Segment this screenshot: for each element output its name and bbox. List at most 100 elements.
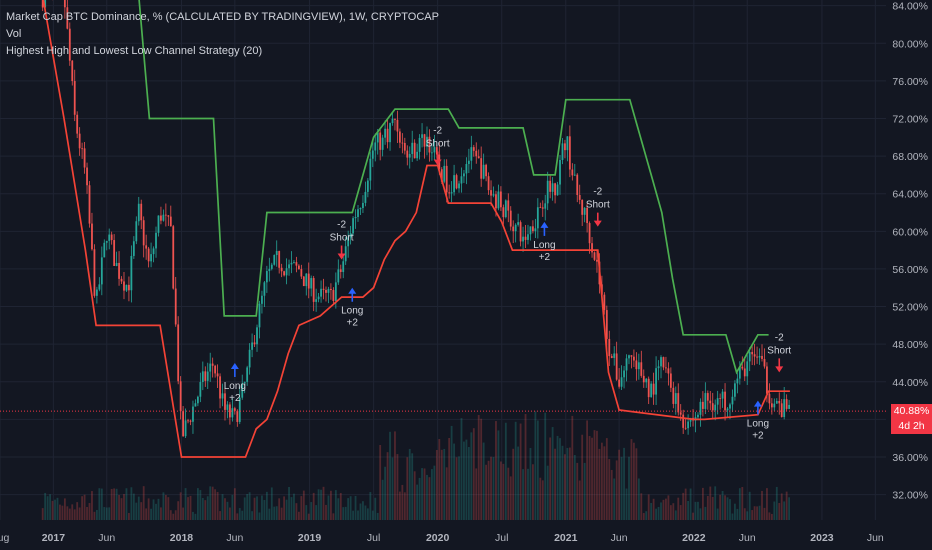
volume-bar <box>487 460 490 520</box>
long-label: Long <box>747 419 769 430</box>
candle-body <box>297 265 300 270</box>
long-qty-label: +2 <box>229 393 241 404</box>
volume-bar <box>78 507 81 520</box>
candle-body <box>470 147 473 161</box>
candle-body <box>155 232 157 249</box>
volume-bar <box>172 513 175 520</box>
candle-body <box>160 215 162 221</box>
candle-body <box>741 366 744 369</box>
price-axis: 84.00% 80.00% 76.00% 72.00% 68.00% 64.00% 60.0… <box>892 1 928 502</box>
candle-body <box>536 207 539 229</box>
candle-body <box>443 165 446 182</box>
candle-body <box>81 148 84 150</box>
candle-body <box>647 378 650 398</box>
candle-body <box>766 366 768 394</box>
short-arrow-head <box>593 220 602 227</box>
candle-body <box>132 241 135 256</box>
volume-bar <box>59 504 61 520</box>
volume-bar <box>105 507 108 520</box>
candle-body <box>44 0 47 8</box>
candle-body <box>561 143 564 160</box>
volume-bar <box>251 511 253 520</box>
candle-body <box>605 310 608 339</box>
volume-bar <box>497 430 500 520</box>
candle-body <box>682 414 685 428</box>
candle-body <box>293 262 295 263</box>
candle-body <box>98 284 101 290</box>
volume-bar <box>428 477 431 520</box>
x-tick-label: Jun <box>611 532 628 544</box>
candle-body <box>162 214 165 221</box>
symbol-title[interactable]: Market Cap BTC Dominance, % (CALCULATED … <box>6 11 439 23</box>
time-axis-panel[interactable] <box>0 524 886 550</box>
volume-bar <box>305 505 308 520</box>
long-arrow-head <box>348 287 357 294</box>
volume-bar <box>413 471 416 520</box>
volume-bar <box>157 498 160 520</box>
candle-body <box>251 342 253 350</box>
volume-bar <box>581 434 584 520</box>
candle-body <box>362 202 364 209</box>
candle-body <box>655 368 657 395</box>
candle-body <box>130 255 133 291</box>
volume-bar <box>534 411 537 520</box>
volume-indicator-label[interactable]: Vol <box>6 28 22 40</box>
volume-bar <box>322 486 325 520</box>
volume-bar <box>396 454 399 520</box>
volume-bar <box>490 456 492 520</box>
volume-bar <box>551 427 554 520</box>
volume-bar <box>110 488 113 520</box>
strategy-signals: Long+2-2ShortLong+2-2ShortLong+2-2ShortL… <box>224 125 792 441</box>
volume-bar <box>586 420 589 520</box>
candle-body <box>507 200 510 211</box>
strategy-indicator-label[interactable]: Highest High and Lowest Low Channel Stra… <box>6 45 263 57</box>
candle-body <box>645 378 648 383</box>
candle-body <box>549 180 552 192</box>
candle-body <box>657 366 660 369</box>
volume-bar <box>674 510 677 520</box>
candle-body <box>248 349 251 368</box>
volume-bar <box>677 497 680 520</box>
volume-bar <box>76 502 79 520</box>
volume-bar <box>93 511 96 520</box>
volume-bar <box>517 446 520 520</box>
volume-bar <box>564 454 566 520</box>
volume-bar <box>310 502 313 520</box>
candle-body <box>660 357 662 367</box>
volume-bar <box>152 499 155 520</box>
volume-bar <box>315 505 318 520</box>
volume-bar <box>623 447 625 520</box>
y-tick-label: 68.00% <box>892 151 928 163</box>
volume-bar <box>665 498 667 520</box>
volume-bar <box>342 507 345 520</box>
candle-body <box>174 288 177 325</box>
candle-body <box>238 397 241 422</box>
volume-bar <box>83 494 86 520</box>
x-tick-label: Aug <box>0 532 9 544</box>
candle-body <box>581 199 584 215</box>
candle-body <box>216 373 219 377</box>
volume-bar <box>182 507 185 520</box>
volume-bar <box>716 508 719 520</box>
volume-bar <box>411 453 414 520</box>
long-arrow-head <box>230 362 239 369</box>
candle-body <box>103 242 106 258</box>
candle-body <box>416 151 419 159</box>
volume-bar <box>41 508 44 520</box>
volume-bar <box>349 496 352 520</box>
candle-body <box>576 174 579 196</box>
volume-bar <box>561 445 564 520</box>
candle-body <box>339 269 342 273</box>
volume-bar <box>246 493 249 520</box>
candle-body <box>285 268 288 276</box>
candle-body <box>135 221 138 242</box>
candle-body <box>150 254 152 262</box>
short-arrow-head <box>337 253 346 260</box>
volume-bar <box>268 508 271 520</box>
candle-body <box>206 371 209 381</box>
candle-body <box>591 243 593 253</box>
candle-body <box>295 262 298 266</box>
candle-body <box>142 220 145 246</box>
volume-bar <box>123 494 125 520</box>
